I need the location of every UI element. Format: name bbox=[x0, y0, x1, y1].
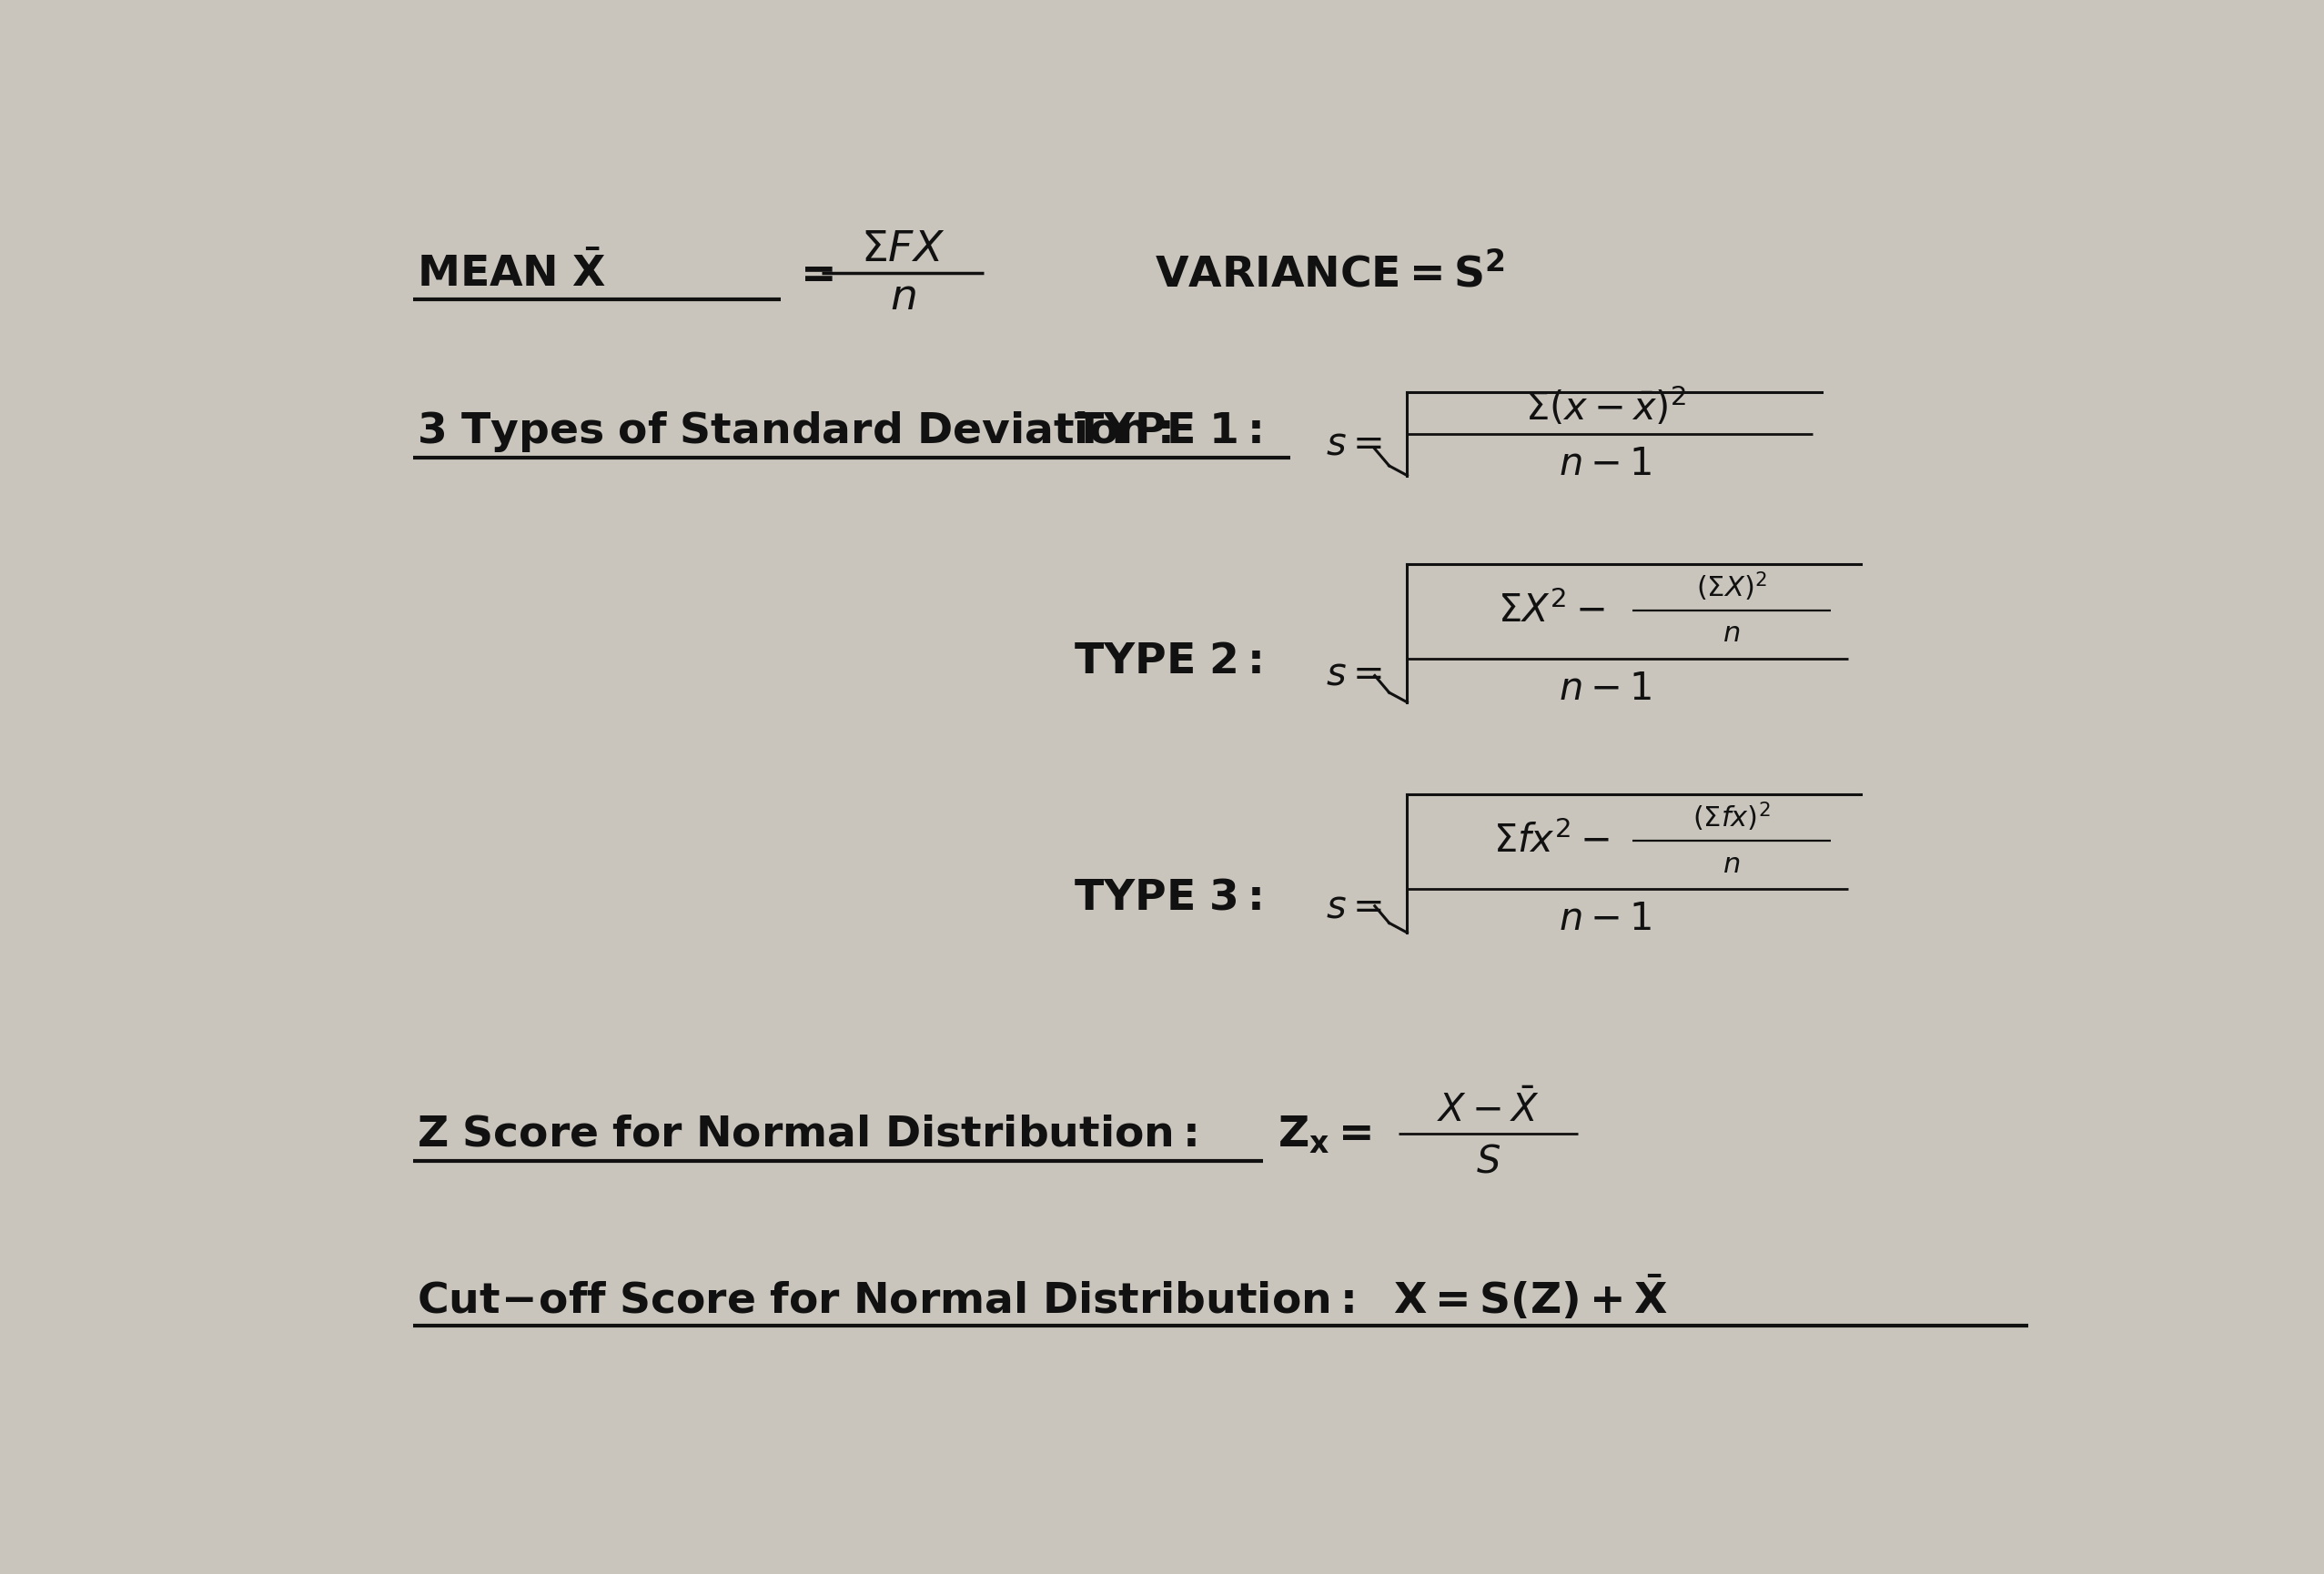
Text: $(\Sigma fx)^2$: $(\Sigma fx)^2$ bbox=[1692, 800, 1771, 833]
Text: $\mathbf{VARIANCE = S^2}$: $\mathbf{VARIANCE = S^2}$ bbox=[1155, 252, 1506, 294]
Text: $s =$: $s =$ bbox=[1327, 655, 1383, 693]
Text: $\mathbf{Cut\!-\!off\ Score\ for\ Normal\ Distribution:}$$\mathbf{\ \ X = S(Z) +: $\mathbf{Cut\!-\!off\ Score\ for\ Normal… bbox=[416, 1273, 1666, 1322]
Text: $\Sigma(x - \bar{x})^2$: $\Sigma(x - \bar{x})^2$ bbox=[1525, 386, 1685, 428]
Text: $\Sigma fx^2 -$: $\Sigma fx^2 -$ bbox=[1492, 822, 1611, 861]
Text: $(\Sigma X)^2$: $(\Sigma X)^2$ bbox=[1697, 570, 1766, 603]
Text: $\mathbf{MEAN\ \bar{X}}$: $\mathbf{MEAN\ \bar{X}}$ bbox=[416, 252, 607, 296]
Text: $\Sigma X^2 -$: $\Sigma X^2 -$ bbox=[1497, 592, 1606, 630]
Text: $n-1$: $n-1$ bbox=[1559, 669, 1652, 707]
Text: $\Sigma FX$: $\Sigma FX$ bbox=[860, 230, 946, 269]
Text: $s =$: $s =$ bbox=[1327, 888, 1383, 926]
Text: $s =$: $s =$ bbox=[1327, 425, 1383, 463]
Text: $\mathbf{TYPE\ 3:}$: $\mathbf{TYPE\ 3:}$ bbox=[1074, 877, 1262, 918]
Text: $\mathbf{TYPE\ 2:}$: $\mathbf{TYPE\ 2:}$ bbox=[1074, 641, 1262, 682]
Text: $\mathbf{TYPE\ 1:}$: $\mathbf{TYPE\ 1:}$ bbox=[1074, 411, 1262, 452]
Text: $n$: $n$ bbox=[1722, 852, 1741, 877]
Text: $\mathbf{Z\ Score\ for\ Normal\ Distribution:}$: $\mathbf{Z\ Score\ for\ Normal\ Distribu… bbox=[416, 1114, 1197, 1155]
Text: $n$: $n$ bbox=[1722, 620, 1741, 647]
Text: $n-1$: $n-1$ bbox=[1559, 899, 1652, 938]
Text: $S$: $S$ bbox=[1476, 1141, 1501, 1180]
Text: $\mathbf{Z_x =}$: $\mathbf{Z_x =}$ bbox=[1278, 1113, 1371, 1155]
Text: $X - \bar{X}$: $X - \bar{X}$ bbox=[1436, 1091, 1538, 1130]
Text: $\mathbf{3\ Types\ of\ Standard\ Deviation:}$: $\mathbf{3\ Types\ of\ Standard\ Deviati… bbox=[416, 409, 1171, 453]
Text: $\mathbf{=}$: $\mathbf{=}$ bbox=[790, 253, 832, 294]
Text: $n$: $n$ bbox=[890, 277, 916, 318]
Text: $n-1$: $n-1$ bbox=[1559, 445, 1652, 483]
